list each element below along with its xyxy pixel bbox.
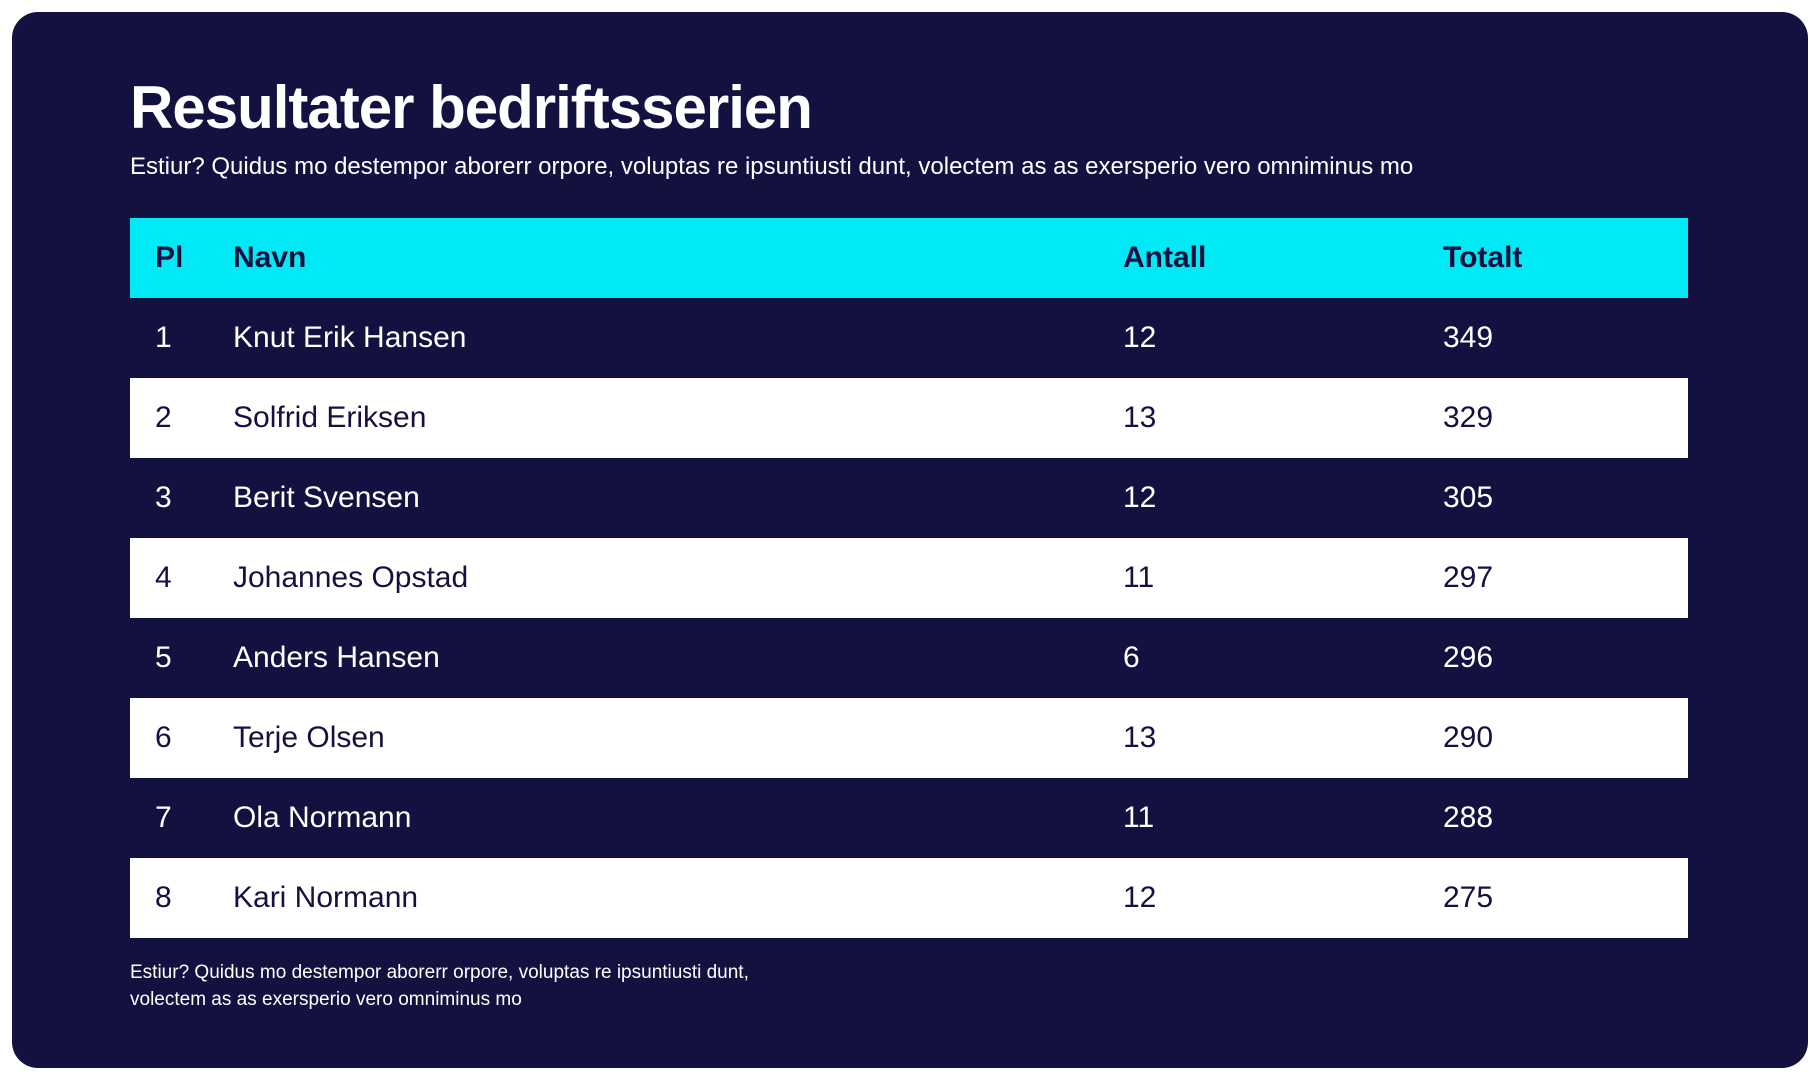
cell-pl: 7 [155,801,172,835]
page-title: Resultater bedriftsserien [130,74,813,141]
cell-pl: 1 [155,321,172,355]
table-body: 1 Knut Erik Hansen 12 349 2 Solfrid Eriksen 13… [130,298,1688,939]
cell-antall: 6 [1123,641,1140,675]
cell-pl: 2 [155,401,172,435]
card-content: Resultater bedriftsserien Estiur? Quidus… [130,12,1688,1014]
table-row: 5 Anders Hansen 6 296 [130,618,1688,698]
cell-pl: 4 [155,561,172,595]
cell-totalt: 275 [1443,881,1494,915]
results-card: Resultater bedriftsserien Estiur? Quidus… [12,12,1808,1068]
subtitle: Estiur? Quidus mo destempor aborerr orpo… [130,153,1414,181]
table-row: 4 Johannes Opstad 11 297 [130,538,1688,619]
column-header-antall: Antall [1123,241,1207,275]
table-row: 6 Terje Olsen 13 290 [130,698,1688,779]
table-header-row: Pl Navn Antall Totalt [130,218,1688,299]
cell-totalt: 349 [1443,321,1494,355]
cell-pl: 3 [155,481,172,515]
cell-navn: Johannes Opstad [233,561,469,595]
table-row: 2 Solfrid Eriksen 13 329 [130,378,1688,459]
cell-navn: Berit Svensen [233,481,420,515]
cell-navn: Ola Normann [233,801,412,835]
footnote: Estiur? Quidus mo destempor aborerr orpo… [130,962,749,1011]
cell-antall: 13 [1123,401,1157,435]
table-row: 8 Kari Normann 12 275 [130,858,1688,939]
column-header-totalt: Totalt [1443,241,1523,275]
cell-navn: Solfrid Eriksen [233,401,427,435]
cell-totalt: 296 [1443,641,1494,675]
cell-antall: 11 [1123,561,1155,595]
table-row: 3 Berit Svensen 12 305 [130,458,1688,538]
cell-navn: Knut Erik Hansen [233,321,467,355]
results-table: Pl Navn Antall Totalt 1 Knut Erik Hansen 1… [130,218,1688,939]
cell-navn: Kari Normann [233,881,419,915]
cell-antall: 12 [1123,481,1157,515]
cell-pl: 5 [155,641,172,675]
cell-antall: 11 [1123,801,1155,835]
cell-totalt: 288 [1443,801,1494,835]
cell-pl: 6 [155,721,172,755]
cell-antall: 12 [1123,321,1157,355]
cell-antall: 13 [1123,721,1157,755]
cell-antall: 12 [1123,881,1157,915]
cell-totalt: 290 [1443,721,1494,755]
table-row: 7 Ola Normann 11 288 [130,778,1688,858]
cell-totalt: 329 [1443,401,1494,435]
column-header-navn: Navn [233,241,307,275]
cell-totalt: 297 [1443,561,1494,595]
column-header-pl: Pl [155,241,184,275]
cell-totalt: 305 [1443,481,1494,515]
cell-navn: Terje Olsen [233,721,385,755]
cell-pl: 8 [155,881,172,915]
cell-navn: Anders Hansen [233,641,440,675]
table-row: 1 Knut Erik Hansen 12 349 [130,298,1688,378]
